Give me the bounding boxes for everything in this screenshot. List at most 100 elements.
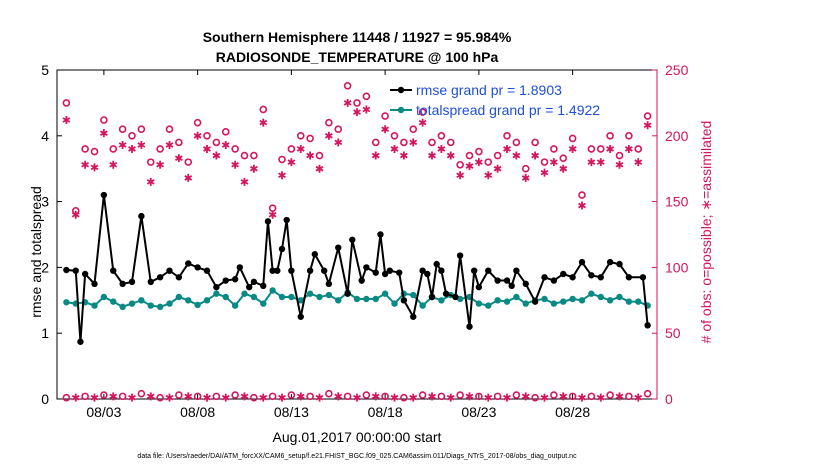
obs-assimilated-marker <box>371 151 380 160</box>
rmse-point <box>213 283 220 291</box>
obs-possible-marker <box>437 132 446 140</box>
rmse-point <box>260 282 267 290</box>
x-axis-label: Aug.01,2017 00:00:00 start <box>273 429 442 445</box>
totalspread-point <box>625 298 633 305</box>
rmse-point <box>297 313 304 320</box>
obs-possible-marker <box>296 132 305 140</box>
legend-rmse-marker <box>397 86 405 94</box>
rmse-point <box>522 280 529 288</box>
x-tick-label: 08/13 <box>274 404 309 420</box>
obs-zero-possible-marker <box>212 392 221 401</box>
rmse-line <box>66 194 649 342</box>
rmse-point <box>245 283 253 291</box>
obs-zero-possible-marker <box>362 391 371 399</box>
obs-assimilated-marker <box>90 163 99 172</box>
obs-possible-marker <box>203 132 211 140</box>
rmse-series <box>63 191 651 345</box>
obs-assimilated-marker <box>81 160 90 169</box>
obs-possible-marker <box>643 112 652 120</box>
obs-assimilated-marker <box>334 138 343 147</box>
obs-possible-marker <box>381 112 389 120</box>
obs-possible-marker <box>418 108 427 116</box>
x-tick-label: 08/18 <box>368 404 403 420</box>
obs-possible-marker <box>175 138 183 147</box>
obs-zero-assimilated-marker <box>221 393 230 402</box>
rmse-point <box>419 267 426 274</box>
obs-possible-marker <box>165 125 174 134</box>
obs-assimilated-marker <box>362 105 371 114</box>
totalspread-point <box>503 298 511 305</box>
totalspread-point <box>381 290 389 297</box>
footer-data-file: data file: /Users/raeder/DAI/ATM_forcXX/… <box>137 453 577 460</box>
obs-possible-marker <box>100 116 108 124</box>
obs-zero-assimilated-marker <box>71 393 80 402</box>
y-left-tick-label: 3 <box>41 194 49 210</box>
rmse-point <box>166 267 173 274</box>
obs-possible-marker <box>212 138 221 147</box>
y-left-tick-label: 1 <box>41 325 49 341</box>
rmse-point <box>278 245 286 253</box>
obs-possible-marker <box>531 138 539 147</box>
totalspread-point <box>391 300 398 307</box>
rmse-point <box>320 267 328 274</box>
obs-assimilated-marker <box>596 158 605 167</box>
obs-possible-marker <box>521 164 530 173</box>
rmse-point <box>578 258 586 266</box>
obs-possible-marker <box>231 145 239 153</box>
obs-assimilated-marker <box>503 144 511 153</box>
obs-possible-marker <box>250 151 258 160</box>
obs-possible-marker <box>362 92 371 101</box>
x-tick-label: 08/03 <box>86 404 121 420</box>
rmse-point <box>349 236 356 243</box>
totalspread-point <box>250 293 258 301</box>
y-axis-left-label: rmse and totalspread <box>28 186 44 318</box>
totalspread-point <box>110 298 117 305</box>
rmse-point <box>470 267 478 274</box>
rmse-point <box>110 267 117 274</box>
obs-zero-assimilated-marker <box>634 393 643 402</box>
obs-possible-marker <box>625 132 633 140</box>
obs-zero-assimilated-marker <box>540 393 549 402</box>
obs-assimilated-marker <box>315 164 324 173</box>
rmse-point <box>372 269 379 276</box>
rmse-point <box>456 252 464 259</box>
obs-possible-marker <box>371 138 380 147</box>
x-tick-label: 08/08 <box>180 404 215 420</box>
obs-zero-assimilated-marker <box>334 392 343 401</box>
obs-zero-assimilated-marker <box>203 393 211 402</box>
totalspread-point <box>606 297 614 304</box>
rmse-point <box>442 290 450 297</box>
obs-zero-assimilated-marker <box>521 392 530 401</box>
obs-possible-marker <box>503 132 511 140</box>
rmse-point <box>274 267 281 274</box>
obs-possible-marker <box>353 99 361 107</box>
obs-possible-marker <box>446 138 455 147</box>
totalspread-point <box>194 301 201 309</box>
obs-assimilated-marker <box>474 158 483 167</box>
obs-possible-marker <box>578 191 586 199</box>
obs-possible-marker <box>259 105 268 114</box>
x-tick-label: 08/28 <box>555 404 590 420</box>
obs-zero-possible-marker <box>381 392 389 401</box>
rmse-point <box>424 270 431 278</box>
rmse-point <box>560 270 567 278</box>
rmse-point <box>81 270 89 278</box>
y-axis-right: 0 50 100 150 200 250 <box>652 62 689 407</box>
y-left-tick-label: 4 <box>41 128 49 144</box>
obs-zero-possible-marker <box>287 391 296 399</box>
obs-assimilated-marker <box>353 108 361 117</box>
totalspread-point <box>569 295 576 303</box>
obs-zero-possible-marker <box>118 392 127 401</box>
obs-zero-possible-series <box>62 389 652 402</box>
obs-assimilated-marker <box>456 171 465 180</box>
obs-zero-assimilated-marker <box>240 392 249 401</box>
rmse-point <box>395 269 403 276</box>
obs-possible-marker <box>81 145 89 153</box>
obs-zero-possible-marker <box>81 392 89 401</box>
totalspread-point <box>156 303 164 311</box>
obs-zero-assimilated-marker <box>296 392 305 401</box>
obs-zero-possible-marker <box>231 391 239 399</box>
obs-assimilated-marker <box>62 116 71 125</box>
obs-possible-marker <box>634 145 643 153</box>
obs-possible-marker <box>278 155 286 164</box>
